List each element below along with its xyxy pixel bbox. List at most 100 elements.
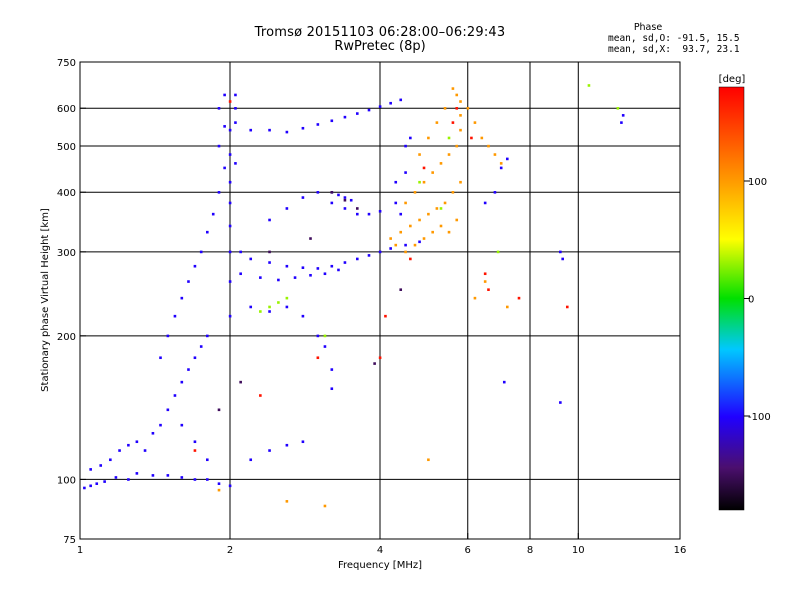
data-point	[268, 250, 271, 254]
x-tick-label: 2	[227, 545, 233, 556]
data-point	[447, 136, 451, 140]
data-point	[95, 482, 99, 485]
phase-stats-o-mode: mean, sd,O: -91.5, 15.5	[608, 33, 740, 44]
data-point	[239, 380, 242, 384]
colorbar-tick-label: -100	[748, 412, 771, 423]
data-point	[228, 250, 232, 254]
data-point	[427, 458, 430, 462]
data-point	[422, 166, 426, 170]
data-point	[285, 296, 289, 300]
data-point	[389, 237, 392, 240]
data-point	[337, 268, 340, 272]
data-point	[316, 356, 320, 360]
data-point	[505, 305, 509, 309]
data-point	[228, 180, 232, 184]
data-point	[249, 305, 253, 309]
data-point	[249, 458, 253, 462]
data-point	[180, 296, 184, 300]
data-point	[459, 180, 462, 184]
data-point	[83, 486, 86, 490]
data-point	[166, 474, 170, 477]
data-point	[285, 264, 289, 268]
data-point	[285, 443, 289, 447]
data-point	[330, 191, 334, 194]
data-point	[561, 257, 564, 261]
data-point	[301, 440, 305, 444]
data-point	[228, 153, 232, 156]
data-point	[447, 153, 451, 156]
data-point	[427, 136, 430, 140]
data-point	[399, 98, 403, 102]
data-point	[127, 478, 130, 481]
data-point	[466, 107, 470, 110]
data-point	[301, 126, 305, 130]
data-point	[285, 500, 289, 503]
data-point	[193, 449, 197, 452]
data-point	[451, 87, 455, 90]
data-point	[143, 449, 147, 452]
data-point	[228, 201, 232, 205]
data-point	[234, 107, 237, 110]
data-point	[431, 230, 434, 234]
data-point	[355, 212, 359, 216]
data-point	[439, 207, 443, 210]
data-point	[483, 280, 487, 283]
data-point	[413, 191, 417, 194]
data-point	[173, 394, 177, 397]
data-point	[355, 207, 359, 210]
data-points	[83, 84, 625, 508]
data-point	[316, 267, 320, 270]
data-point	[394, 180, 398, 184]
data-point	[109, 458, 112, 462]
data-point	[343, 115, 347, 119]
data-point	[367, 254, 371, 257]
data-point	[404, 201, 407, 205]
axis-ticks: 1 2 4 6 8 10 16 75 100 200 300 400 500 600 750	[57, 58, 686, 556]
data-point	[399, 230, 403, 234]
data-point	[277, 301, 280, 304]
data-point	[459, 100, 462, 103]
data-point	[431, 171, 434, 174]
data-point	[268, 261, 271, 264]
x-tick-label: 16	[674, 545, 687, 556]
data-point	[330, 264, 334, 268]
data-point	[301, 314, 305, 318]
data-point	[159, 356, 162, 360]
chart-subtitle: RwPretec (8p)	[334, 39, 426, 54]
data-point	[285, 130, 289, 134]
data-point	[217, 408, 221, 412]
data-point	[309, 273, 312, 277]
data-point	[330, 119, 334, 123]
data-point	[193, 478, 197, 481]
data-point	[367, 108, 371, 112]
data-point	[234, 93, 237, 97]
data-point	[223, 125, 226, 128]
data-point	[483, 201, 487, 205]
data-point	[496, 250, 500, 254]
x-tick-label: 8	[527, 545, 533, 556]
data-point	[505, 157, 509, 161]
y-axis-label: Stationary phase Virtual Height [km]	[40, 208, 51, 392]
data-point	[349, 198, 353, 202]
data-point	[343, 198, 347, 202]
data-point	[427, 212, 430, 216]
data-point	[439, 224, 443, 228]
data-point	[587, 84, 591, 87]
data-point	[127, 443, 130, 447]
data-point	[389, 247, 392, 250]
colorbar-unit-label: [deg]	[719, 74, 746, 85]
data-point	[151, 431, 155, 435]
data-point	[199, 345, 203, 348]
data-point	[459, 128, 462, 132]
data-point	[259, 310, 262, 313]
data-point	[234, 162, 237, 165]
data-point	[89, 468, 92, 471]
data-point	[330, 387, 334, 391]
data-point	[268, 310, 271, 313]
data-point	[187, 280, 190, 283]
y-tick-label: 200	[57, 332, 76, 343]
data-point	[455, 107, 459, 110]
data-point	[435, 121, 439, 124]
data-point	[193, 440, 197, 444]
data-point	[223, 166, 226, 170]
